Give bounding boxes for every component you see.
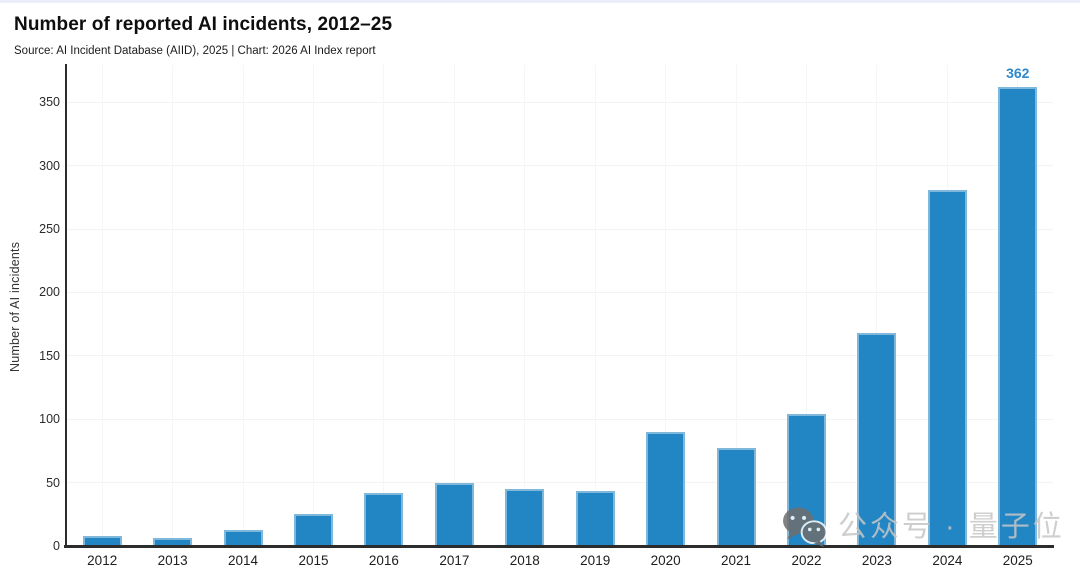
gridline-vertical (876, 65, 878, 546)
gridline-horizontal (67, 355, 1053, 357)
x-tick-label-2012: 2012 (87, 553, 118, 568)
bar-2024 (927, 189, 967, 546)
x-tick-label-2023: 2023 (861, 553, 892, 568)
gridline-vertical (806, 65, 807, 546)
bar-2023 (857, 333, 897, 546)
gridline-horizontal (67, 165, 1053, 167)
gridline-horizontal (67, 228, 1053, 230)
bar-2018 (505, 488, 545, 546)
y-tick-label: 200 (39, 285, 60, 300)
bar-2014 (223, 529, 263, 546)
x-tick-label-2015: 2015 (298, 553, 329, 568)
gridline-vertical (665, 65, 667, 546)
gridline-horizontal (67, 291, 1053, 293)
gridline-vertical (735, 65, 737, 546)
top-edge-strip (0, 0, 1080, 3)
bar-2025 (998, 87, 1038, 546)
bar-2021 (716, 448, 756, 546)
bar-2015 (294, 514, 333, 546)
x-tick-label-2016: 2016 (368, 553, 399, 568)
x-tick-label-2021: 2021 (721, 553, 752, 568)
gridline-horizontal (67, 418, 1053, 420)
x-tick-label-2020: 2020 (650, 553, 681, 568)
watermark-text: 公众号 · 量子位 (838, 510, 1065, 543)
watermark: 公众号 · 量子位 (782, 506, 1065, 548)
y-axis-line (65, 64, 67, 548)
wechat-icon (782, 506, 828, 548)
x-tick-label-2022: 2022 (791, 553, 822, 568)
gridline-horizontal (67, 482, 1053, 484)
bar-2013 (153, 538, 193, 546)
y-tick-label: 300 (39, 158, 60, 173)
gridline-vertical (242, 65, 244, 546)
x-tick-label-2019: 2019 (580, 553, 611, 568)
gridline-horizontal (67, 101, 1053, 103)
x-tick-label-2025: 2025 (1002, 553, 1033, 568)
chart-source-line: Source: AI Incident Database (AIID), 202… (14, 45, 376, 57)
y-tick-label: 250 (39, 222, 60, 237)
y-tick-label: 350 (39, 95, 60, 110)
gridline-vertical (524, 65, 526, 546)
x-tick-label-2018: 2018 (509, 553, 540, 568)
bar-2012 (82, 535, 122, 546)
bar-2019 (575, 491, 615, 546)
x-tick-label-2014: 2014 (228, 553, 259, 568)
chart-title: Number of reported AI incidents, 2012–25 (14, 14, 393, 35)
gridline-vertical (383, 65, 385, 546)
gridline-vertical (313, 65, 314, 546)
x-tick-label-2024: 2024 (932, 553, 963, 568)
y-tick-label: 150 (39, 348, 60, 363)
y-tick-label: 0 (53, 539, 60, 553)
gridline-vertical (594, 65, 596, 546)
x-tick-label-2017: 2017 (439, 553, 470, 568)
y-tick-label: 100 (39, 412, 60, 427)
x-tick-label-2013: 2013 (157, 553, 188, 568)
gridline-vertical (172, 65, 174, 546)
bar-2016 (364, 492, 404, 546)
bar-2020 (646, 431, 686, 546)
gridline-vertical (101, 65, 103, 546)
gridline-vertical (453, 65, 455, 546)
bar-2017 (434, 482, 474, 546)
value-label-2025: 362 (1006, 65, 1030, 82)
y-tick-label: 50 (46, 475, 60, 490)
y-axis-title: Number of AI incidents (8, 241, 22, 373)
x-axis-line (64, 545, 1054, 548)
